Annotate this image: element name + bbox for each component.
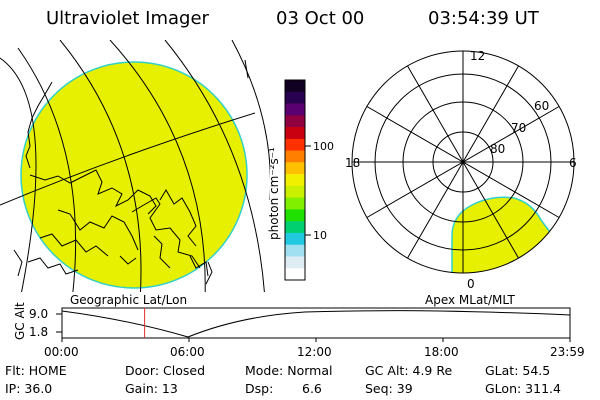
time-tick-0000: 00:00 (44, 345, 79, 359)
geographic-panel-label: Geographic Lat/Lon (70, 293, 188, 307)
mlt-label-6: 6 (569, 156, 577, 170)
gain-value: Gain: 13 (125, 381, 178, 396)
colorbar-segment (285, 127, 305, 140)
dsp-value: 6.6 (302, 381, 322, 396)
mlt-label-0: 0 (467, 277, 475, 291)
coastlines (13, 81, 213, 285)
gc-altitude-plot (56, 307, 571, 342)
colorbar-segment (285, 115, 305, 128)
mlat-label-60: 60 (534, 99, 549, 113)
geographic-map-panel (0, 40, 270, 292)
colorbar-segment (285, 103, 305, 116)
glat-value: GLat: 54.5 (485, 363, 551, 378)
seq-value: Seq: 39 (365, 381, 413, 396)
colorbar-segment (285, 150, 305, 163)
mlat-label-80: 80 (490, 142, 505, 156)
colorbar-segment (285, 268, 305, 281)
colorbar-segment (285, 185, 305, 199)
glon-value: GLon: 311.4 (485, 381, 561, 396)
altitude-curve (61, 310, 571, 338)
longitude-grid-lines (0, 40, 270, 292)
colorbar-segment (285, 232, 305, 246)
time-tick-1800: 18:00 (424, 345, 459, 359)
door-status: Door: Closed (125, 363, 206, 378)
apex-panel-label: Apex MLat/MLT (425, 293, 515, 307)
mode-status: Mode: Normal (245, 363, 333, 378)
time-tick-0600: 06:00 (170, 345, 205, 359)
colorbar-segment (285, 174, 305, 187)
colorbar-segment (285, 138, 305, 152)
gc-alt-value: GC Alt: 4.9 Re (365, 363, 453, 378)
colorbar-segment (285, 221, 305, 234)
time-tick-1200: 12:00 (297, 345, 332, 359)
ip-value: IP: 36.0 (5, 381, 53, 396)
colorbar-unit-label: photon cm⁻²s⁻¹ (267, 147, 281, 240)
colorbar-tick-10: 10 (313, 229, 327, 242)
colorbar-segment (285, 162, 305, 175)
colorbar-tick-100: 100 (313, 140, 334, 153)
instrument-title: Ultraviolet Imager (46, 8, 209, 29)
colorbar-segment (285, 244, 305, 257)
alt-tick-9: 9.0 (29, 307, 49, 321)
colorbar-segment (285, 209, 305, 222)
mlt-label-18: 18 (345, 156, 360, 170)
mlt-label-12: 12 (470, 49, 485, 63)
alt-tick-1-8: 1.8 (29, 325, 49, 339)
time-label: 03:54:39 UT (428, 8, 539, 29)
date-label: 03 Oct 00 (276, 8, 365, 29)
polar-mlt-panel: 12 18 6 0 60 70 80 (345, 49, 577, 291)
colorbar-segment (285, 197, 305, 210)
flight-status: Flt: HOME (5, 363, 67, 378)
polar-grid (351, 50, 575, 274)
colorbar-segment (285, 256, 305, 269)
gc-alt-axis-label: GC Alt (13, 302, 27, 340)
colorbar-segment (285, 91, 305, 105)
dsp-label: Dsp: (245, 381, 274, 396)
colorbar-segment (285, 80, 305, 93)
colorbar: 100 10 photon cm⁻²s⁻¹ (267, 79, 334, 281)
mlat-label-70: 70 (511, 121, 526, 135)
emission-disk (20, 61, 248, 289)
time-tick-2359: 23:59 (550, 345, 585, 359)
